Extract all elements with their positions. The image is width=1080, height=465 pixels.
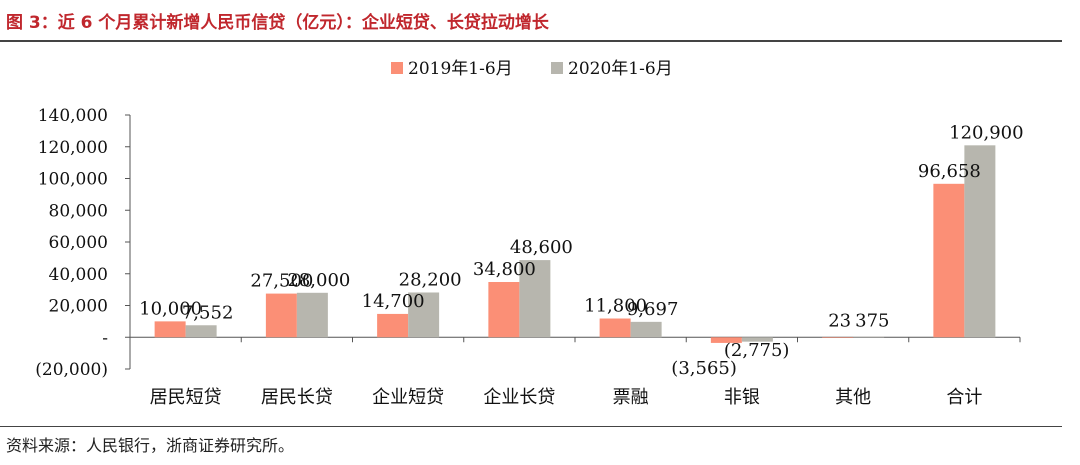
data-label: 10,000 xyxy=(139,298,202,319)
x-tick-label: 企业长贷 xyxy=(483,387,555,408)
data-label: 28,000 xyxy=(287,270,350,291)
bar xyxy=(822,337,854,338)
y-tick-label: 60,000 xyxy=(49,233,108,253)
data-label: 375 xyxy=(855,310,889,331)
bar xyxy=(265,293,297,338)
x-tick-label: 票融 xyxy=(613,387,649,408)
bar xyxy=(488,282,520,338)
top-divider xyxy=(0,40,1062,42)
legend: 2019年1-6月 2020年1-6月 xyxy=(391,59,673,79)
y-tick-label: 120,000 xyxy=(38,138,108,158)
data-label: 96,658 xyxy=(918,161,981,182)
y-tick-label: 20,000 xyxy=(49,297,108,317)
bar xyxy=(741,337,773,342)
y-tick-label: (20,000) xyxy=(35,360,108,380)
x-tick-label: 非银 xyxy=(724,387,760,408)
source-note: 资料来源：人民银行，浙商证券研究所。 xyxy=(6,436,295,455)
x-tick-label: 合计 xyxy=(946,387,982,408)
data-label: 14,700 xyxy=(362,291,425,312)
legend-swatch xyxy=(551,62,563,74)
bar xyxy=(630,321,662,338)
bottom-divider xyxy=(0,426,1062,427)
bar xyxy=(154,321,186,338)
legend-label: 2020年1-6月 xyxy=(568,59,673,79)
data-label: 27,500 xyxy=(250,271,313,292)
chart-title: 图 3：近 6 个月累计新增人民币信贷（亿元）：企业短贷、长贷拉动增长 xyxy=(6,13,549,33)
bar xyxy=(519,260,551,338)
data-label: 34,800 xyxy=(473,259,536,280)
x-tick-label: 居民短贷 xyxy=(150,387,222,408)
bar xyxy=(710,337,742,343)
y-tick-label: 80,000 xyxy=(49,201,108,221)
y-tick-label: - xyxy=(102,328,108,348)
y-tick-label: 140,000 xyxy=(38,106,108,126)
legend-swatch xyxy=(391,62,403,74)
bar xyxy=(933,183,965,338)
y-tick-label: 40,000 xyxy=(49,265,108,285)
data-label: 28,200 xyxy=(399,269,462,290)
bar xyxy=(377,313,409,338)
data-label: 120,900 xyxy=(949,122,1023,143)
data-label: (2,775) xyxy=(724,340,790,361)
x-tick-label: 居民长贷 xyxy=(261,387,333,408)
data-label: 11,800 xyxy=(584,296,647,317)
bar xyxy=(964,145,996,338)
data-label: 23 xyxy=(828,310,851,331)
data-label: 7,552 xyxy=(182,302,234,323)
bar xyxy=(296,292,328,338)
bar xyxy=(599,318,631,338)
bars xyxy=(154,145,996,343)
bar xyxy=(185,325,217,338)
x-tick-label: 企业短贷 xyxy=(372,387,444,408)
legend-label: 2019年1-6月 xyxy=(408,59,513,79)
y-tick-label: 100,000 xyxy=(38,170,108,190)
data-label: 9,697 xyxy=(627,299,679,320)
axes: (20,000) - 20,000 40,000 60,000 80,000 100,000… xyxy=(35,106,1021,408)
bar xyxy=(408,292,440,338)
data-label: 48,600 xyxy=(510,237,573,258)
bar xyxy=(853,336,885,338)
x-tick-label: 其他 xyxy=(835,387,871,408)
data-label: (3,565) xyxy=(671,358,737,379)
